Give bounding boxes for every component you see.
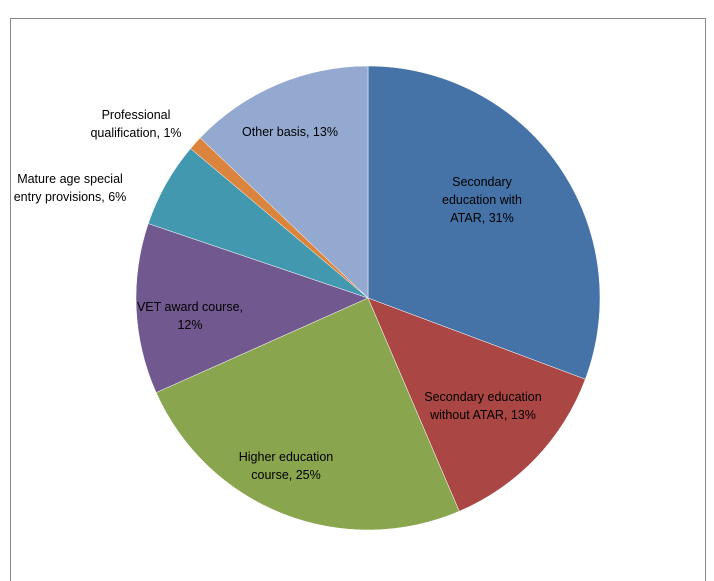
data-label: Secondary education without ATAR, 13%	[424, 389, 542, 422]
pie-slice	[367, 297, 586, 512]
data-label-text: Professional qualification, 1%	[90, 107, 182, 140]
data-label-text: Secondary education with ATAR, 31%	[442, 174, 522, 226]
data-label: Higher education course, 25%	[238, 449, 334, 482]
data-label: Mature age special entry provisions, 6%	[13, 171, 127, 204]
data-label-text: VET award course, 12%	[136, 299, 244, 332]
data-label: Professional qualification, 1%	[90, 107, 182, 140]
data-label: Other basis, 13%	[242, 124, 338, 139]
data-label-text: Other basis, 13%	[242, 124, 338, 139]
pie-slice	[135, 223, 369, 393]
pie-slice	[367, 65, 601, 380]
pie-slice	[199, 65, 369, 299]
data-label-text: Mature age special entry provisions, 6%	[13, 171, 127, 204]
data-label-text: Secondary education without ATAR, 13%	[424, 389, 542, 422]
pie-slice	[155, 297, 460, 531]
data-label: VET award course, 12%	[136, 299, 244, 332]
data-label-text: Higher education course, 25%	[238, 449, 334, 482]
data-label: Secondary education with ATAR, 31%	[442, 174, 522, 226]
